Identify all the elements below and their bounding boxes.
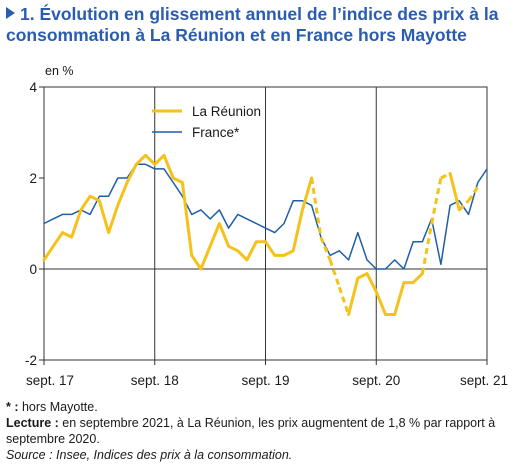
footnote: * : hors Mayotte. bbox=[6, 399, 526, 415]
x-tick-label: sept. 19 bbox=[241, 373, 289, 388]
footnote-text: hors Mayotte. bbox=[18, 400, 98, 414]
source-note: Source : Insee, Indices des prix à la co… bbox=[6, 448, 293, 462]
reading-label: Lecture : bbox=[6, 416, 59, 430]
series-segment-reunion-estimated bbox=[319, 236, 332, 261]
footnote-label: * : bbox=[6, 400, 19, 414]
x-tick-label: sept. 17 bbox=[26, 373, 74, 388]
legend-label-reunion: La Réunion bbox=[192, 104, 261, 119]
y-tick-label: 2 bbox=[29, 171, 37, 186]
x-tick-label: sept. 20 bbox=[352, 373, 400, 388]
x-tick-label: sept. 21 bbox=[460, 373, 508, 388]
chart-footer: * : hors Mayotte. Lecture : en septembre… bbox=[6, 399, 526, 463]
chart-title-text: 1. Évolution en glissement annuel de l’i… bbox=[6, 4, 499, 45]
series-segment-reunion-estimated bbox=[420, 223, 434, 274]
series-segment-reunion-estimated bbox=[337, 286, 350, 315]
series-segment-reunion-estimated bbox=[440, 172, 451, 180]
series-segment-reunion-estimated bbox=[430, 177, 443, 224]
reading-note: Lecture : en septembre 2021, à La Réunio… bbox=[6, 415, 526, 447]
reading-text: en septembre 2021, à La Réunion, les pri… bbox=[6, 416, 496, 446]
y-tick-label: 0 bbox=[29, 262, 37, 277]
y-tick-label: -2 bbox=[25, 353, 37, 368]
series-line-reunion bbox=[347, 272, 424, 316]
line-chart: sept. 17 sept. 18 sept. 19 sept. 20 sept. 21… bbox=[25, 64, 508, 388]
y-axis-label: en % bbox=[45, 64, 74, 78]
triangle-arrow-icon bbox=[6, 7, 15, 19]
series-segment-reunion-estimated bbox=[328, 259, 341, 288]
series-segment-reunion-estimated bbox=[467, 186, 480, 202]
series-line-reunion bbox=[448, 172, 461, 212]
chart-title: 1. Évolution en glissement annuel de l’i… bbox=[6, 4, 526, 46]
legend-label-france: France* bbox=[192, 125, 240, 140]
series-line-reunion bbox=[42, 153, 314, 271]
x-tick-label: sept. 18 bbox=[131, 373, 179, 388]
y-tick-label: 4 bbox=[29, 80, 37, 95]
series-line-france bbox=[43, 163, 488, 270]
series-segment-reunion-estimated bbox=[458, 199, 470, 211]
